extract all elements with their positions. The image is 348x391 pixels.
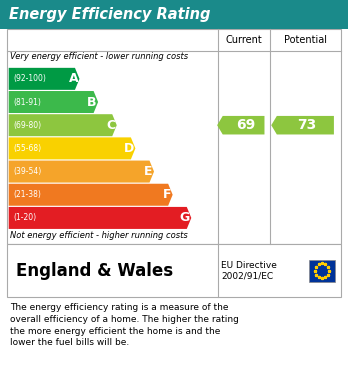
Text: England & Wales: England & Wales [16,262,173,280]
Text: 69: 69 [236,118,255,132]
Text: (1-20): (1-20) [13,213,36,222]
Text: (55-68): (55-68) [13,144,41,153]
Polygon shape [9,184,173,206]
Polygon shape [9,161,154,183]
Bar [7,29,341,244]
Text: A: A [69,72,78,85]
Bar [0,0,348,29]
Text: Not energy efficient - higher running costs: Not energy efficient - higher running co… [10,231,188,240]
Polygon shape [9,137,135,160]
Text: C: C [106,119,116,132]
Polygon shape [9,207,191,229]
Text: (81-91): (81-91) [13,97,41,106]
Polygon shape [217,116,264,135]
Bar [7,244,341,297]
Text: (69-80): (69-80) [13,121,41,130]
Text: D: D [124,142,134,155]
Text: Current: Current [225,35,262,45]
Polygon shape [9,114,117,136]
Polygon shape [9,68,79,90]
Text: E: E [144,165,153,178]
Text: The energy efficiency rating is a measure of the
overall efficiency of a home. T: The energy efficiency rating is a measur… [10,303,239,348]
Text: Energy Efficiency Rating: Energy Efficiency Rating [9,7,210,22]
Text: (21-38): (21-38) [13,190,41,199]
Text: (92-100): (92-100) [13,74,46,83]
Text: EU Directive
2002/91/EC: EU Directive 2002/91/EC [221,261,277,280]
Text: (39-54): (39-54) [13,167,41,176]
Bar [309,260,335,282]
Text: B: B [87,95,97,109]
Text: Very energy efficient - lower running costs: Very energy efficient - lower running co… [10,52,189,61]
Text: F: F [163,188,171,201]
Polygon shape [271,116,334,135]
Polygon shape [9,91,98,113]
Text: 73: 73 [298,118,317,132]
Text: Potential: Potential [284,35,327,45]
Text: G: G [180,212,190,224]
